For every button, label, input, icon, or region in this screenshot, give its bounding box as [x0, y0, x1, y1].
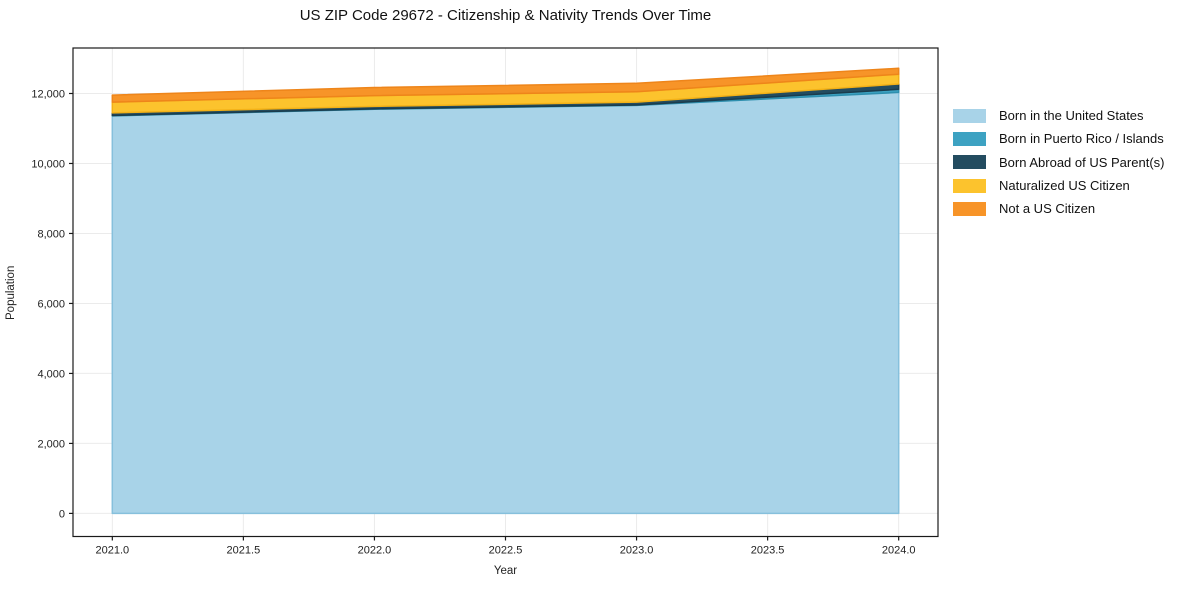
- legend-label: Born in the United States: [999, 108, 1144, 124]
- legend-item: Born in Puerto Rico / Islands: [953, 127, 1164, 150]
- stacked-areas: [111, 67, 900, 515]
- axis-ticks: 0 2,000 4,000 6,000 8,000 10,000 12,000 2021.0 2…: [31, 88, 915, 556]
- area-series-4: [111, 67, 900, 103]
- legend-label: Not a US Citizen: [999, 201, 1096, 217]
- legend-item: Born in the United States: [953, 104, 1164, 127]
- y-tick-label: 10,000: [31, 158, 65, 170]
- legend-label: Naturalized US Citizen: [999, 178, 1130, 194]
- legend-label: Born in Puerto Rico / Islands: [999, 131, 1164, 147]
- y-tick-label: 4,000: [37, 368, 65, 380]
- y-tick-label: 2,000: [37, 438, 65, 450]
- y-tick-label: 0: [59, 508, 65, 520]
- legend-swatch: [953, 108, 986, 123]
- y-tick-label: 6,000: [37, 298, 65, 310]
- x-tick-label: 2024.0: [882, 545, 916, 557]
- area-series-0: [111, 91, 900, 515]
- legend-swatch: [953, 201, 986, 216]
- x-tick-label: 2023.0: [620, 545, 654, 557]
- legend-swatch: [953, 178, 986, 193]
- y-axis-label: Population: [5, 265, 17, 320]
- x-axis-label: Year: [493, 565, 518, 577]
- x-tick-label: 2023.5: [751, 545, 785, 557]
- legend-swatch: [953, 155, 986, 170]
- chart-legend: Born in the United States Born in Puerto …: [953, 104, 1164, 220]
- legend-item: Naturalized US Citizen: [953, 174, 1164, 197]
- legend-swatch: [953, 131, 986, 146]
- x-tick-label: 2021.0: [95, 545, 129, 557]
- x-tick-label: 2022.5: [489, 545, 523, 557]
- legend-item: Not a US Citizen: [953, 197, 1164, 220]
- legend-label: Born Abroad of US Parent(s): [999, 154, 1165, 170]
- x-tick-label: 2022.0: [358, 545, 392, 557]
- legend-item: Born Abroad of US Parent(s): [953, 151, 1164, 174]
- x-tick-label: 2021.5: [227, 545, 261, 557]
- y-tick-label: 8,000: [37, 228, 65, 240]
- chart-title: US ZIP Code 29672 - Citizenship & Nativi…: [299, 7, 712, 24]
- y-tick-label: 12,000: [31, 88, 65, 100]
